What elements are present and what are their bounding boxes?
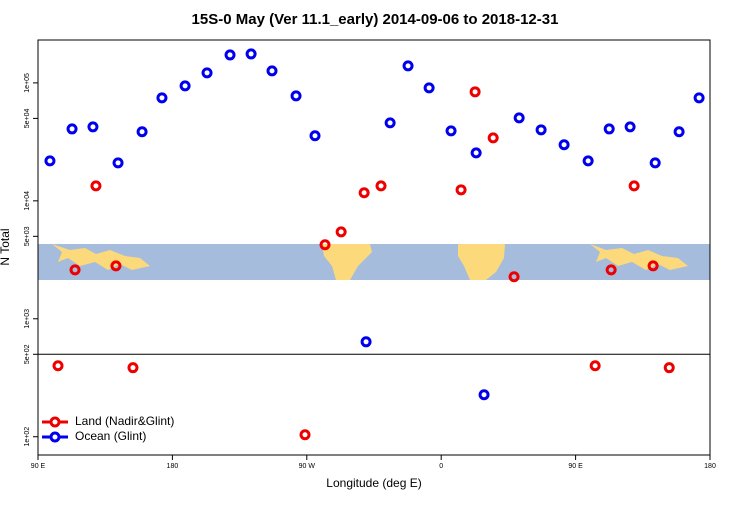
point: [470, 147, 482, 159]
point: [423, 82, 435, 94]
point: [360, 336, 372, 348]
point: [136, 126, 148, 138]
point: [224, 49, 236, 61]
point: [628, 180, 640, 192]
point: [309, 130, 321, 142]
point: [299, 429, 311, 441]
y-tick-label: 5e+04: [24, 108, 31, 128]
x-tick-label: 0: [439, 463, 443, 470]
point: [693, 92, 705, 104]
point: [52, 360, 64, 372]
point: [156, 92, 168, 104]
point: [375, 180, 387, 192]
legend-label: Ocean (Glint): [75, 429, 146, 443]
point: [245, 48, 257, 60]
y-tick-label: 1e+04: [24, 191, 31, 211]
point: [673, 126, 685, 138]
map-band: [38, 244, 710, 280]
x-tick-label: 90 W: [299, 463, 316, 470]
legend-marker: [49, 416, 61, 428]
point: [179, 80, 191, 92]
x-axis-label: Longitude (deg E): [326, 476, 421, 490]
chart-title: 15S-0 May (Ver 11.1_early) 2014-09-06 to…: [192, 11, 559, 28]
point: [445, 125, 457, 137]
point: [335, 226, 347, 238]
point: [87, 121, 99, 133]
point: [69, 264, 81, 276]
y-tick-label: 1e+03: [24, 309, 31, 329]
point: [66, 123, 78, 135]
x-tick-label: 90 E: [568, 463, 583, 470]
point: [469, 86, 481, 98]
point: [290, 90, 302, 102]
point: [110, 260, 122, 272]
point: [358, 187, 370, 199]
point: [266, 65, 278, 77]
point: [201, 67, 213, 79]
plot-frame: [37, 39, 711, 456]
point: [582, 155, 594, 167]
y-tick-label: 5e+03: [24, 226, 31, 246]
y-tick-label: 1e+05: [24, 73, 31, 93]
point: [589, 360, 601, 372]
point: [127, 362, 139, 374]
point: [44, 155, 56, 167]
x-tick-label: 90 E: [31, 463, 46, 470]
point: [384, 117, 396, 129]
point: [455, 184, 467, 196]
point: [508, 271, 520, 283]
point: [513, 112, 525, 124]
x-tick-label: 180: [704, 463, 716, 470]
point: [402, 60, 414, 72]
point: [112, 157, 124, 169]
legend-label: Land (Nadir&Glint): [75, 414, 174, 428]
point: [647, 260, 659, 272]
y-tick-label: 5e+02: [24, 344, 31, 364]
point: [487, 132, 499, 144]
point: [605, 264, 617, 276]
x-tick-label: 180: [167, 463, 179, 470]
point: [535, 124, 547, 136]
y-tick-label: 1e+02: [24, 427, 31, 447]
y-axis-label: N Total: [0, 228, 12, 265]
point: [90, 180, 102, 192]
point: [663, 362, 675, 374]
point: [649, 157, 661, 169]
legend-marker: [49, 431, 61, 443]
point: [558, 139, 570, 151]
point: [603, 123, 615, 135]
point: [478, 389, 490, 401]
point: [624, 121, 636, 133]
point: [319, 239, 331, 251]
